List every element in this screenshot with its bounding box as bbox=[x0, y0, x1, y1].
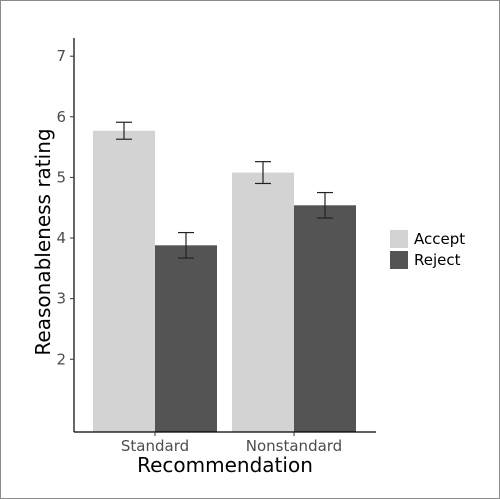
y-tick-label: 4 bbox=[56, 229, 66, 247]
legend-swatch-reject bbox=[390, 251, 408, 269]
x-tick-label: Nonstandard bbox=[246, 437, 342, 455]
legend-label-accept: Accept bbox=[414, 230, 465, 248]
error-bar-accept-standard bbox=[116, 121, 132, 140]
x-axis-title: Recommendation bbox=[137, 453, 313, 477]
x-axis: Standard Nonstandard bbox=[74, 431, 376, 455]
bar-reject-standard bbox=[155, 245, 217, 432]
y-axis: 2 3 4 5 6 7 bbox=[56, 38, 75, 432]
bar-reject-nonstandard bbox=[294, 205, 356, 432]
legend: Accept Reject bbox=[390, 230, 465, 269]
y-axis-title: Reasonableness rating bbox=[31, 128, 55, 355]
y-tick-label: 5 bbox=[56, 168, 66, 186]
error-bar-reject-nonstandard bbox=[317, 191, 333, 219]
bar-accept-nonstandard bbox=[232, 172, 294, 432]
legend-swatch-accept bbox=[390, 230, 408, 248]
x-tick-label: Standard bbox=[121, 437, 189, 455]
error-bar-reject-standard bbox=[178, 231, 194, 259]
y-tick-label: 6 bbox=[56, 108, 66, 126]
y-tick-label: 3 bbox=[56, 290, 66, 308]
y-tick-label: 2 bbox=[56, 350, 66, 368]
plot-area bbox=[93, 121, 356, 433]
bar-accept-standard bbox=[93, 130, 155, 433]
y-tick-label: 7 bbox=[56, 47, 66, 65]
error-bar-accept-nonstandard bbox=[255, 161, 271, 185]
legend-label-reject: Reject bbox=[414, 251, 461, 269]
